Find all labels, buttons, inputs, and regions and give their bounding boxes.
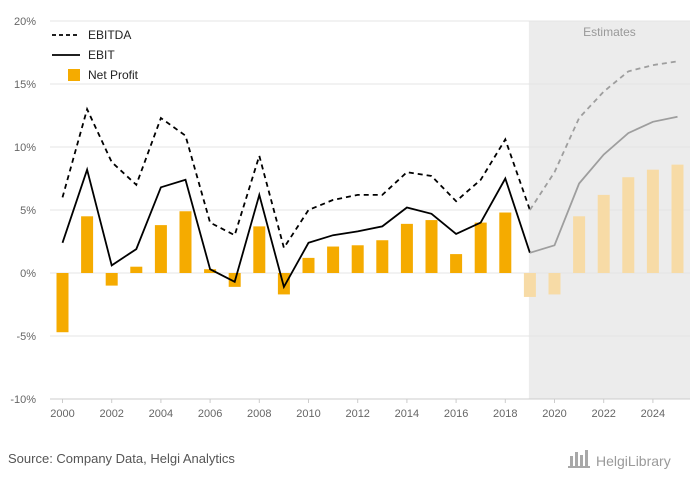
y-tick-label: -5% [16, 331, 36, 343]
y-axis-ticks: 20% 15% 10% 5% 0% -5% -10% [10, 16, 36, 406]
source-note: Source: Company Data, Helgi Analytics [8, 451, 235, 466]
line-ebit [61, 166, 531, 290]
y-tick-label: -10% [10, 394, 36, 406]
x-tick-label: 2020 [542, 408, 566, 420]
x-tick-label: 2006 [198, 408, 222, 420]
legend-item-net-profit: Net Profit [68, 68, 139, 82]
y-tick-label: 15% [14, 79, 36, 91]
bar-net-profit [499, 212, 512, 273]
legend-item-ebit: EBIT [52, 48, 115, 62]
x-tick-label: 2004 [149, 408, 173, 420]
bar-net-profit [302, 257, 315, 273]
net-profit-bars [56, 164, 684, 333]
bar-net-profit [548, 273, 561, 295]
bar-net-profit [130, 266, 143, 273]
series-lines [61, 60, 678, 290]
y-tick-label: 5% [20, 205, 36, 217]
bar-net-profit [253, 226, 266, 273]
bar-net-profit [327, 246, 340, 273]
bar-net-profit [81, 216, 94, 273]
bar-net-profit [622, 177, 635, 273]
bar-net-profit [179, 211, 192, 273]
x-tick-label: 2024 [641, 408, 665, 420]
bar-net-profit [597, 194, 610, 273]
brand-name: HelgiLibrary [596, 453, 671, 469]
bar-net-profit [376, 240, 389, 273]
bar-net-profit [400, 223, 413, 273]
x-tick-label: 2022 [591, 408, 615, 420]
y-tick-label: 0% [20, 268, 36, 280]
line-ebit-estimate [529, 115, 678, 254]
x-tick-label: 2008 [247, 408, 271, 420]
bar-net-profit [425, 220, 438, 273]
x-tick-label: 2012 [345, 408, 369, 420]
bar-net-profit [523, 273, 536, 297]
y-tick-label: 20% [14, 16, 36, 28]
line-ebitda-estimate [529, 60, 678, 211]
x-axis-ticks: 2000 2002 2004 2006 2008 2010 2012 2014 2016 2018… [50, 399, 665, 420]
legend-net-profit-label: Net Profit [88, 68, 139, 82]
legend-ebit-label: EBIT [88, 48, 115, 62]
brand-icon [568, 450, 590, 468]
bar-net-profit [154, 225, 167, 273]
bar-net-profit [56, 273, 69, 333]
y-tick-label: 10% [14, 142, 36, 154]
bar-net-profit [105, 273, 118, 286]
bar-net-profit [671, 164, 684, 273]
bar-net-profit [573, 216, 586, 273]
brand-logo: HelgiLibrary [568, 450, 671, 469]
x-tick-label: 2000 [50, 408, 74, 420]
legend-ebitda-label: EBITDA [88, 28, 131, 42]
x-tick-label: 2002 [99, 408, 123, 420]
x-tick-label: 2010 [296, 408, 320, 420]
estimates-label: Estimates [583, 25, 636, 39]
bar-net-profit [646, 169, 659, 273]
bar-net-profit [474, 222, 487, 273]
legend-net-profit-swatch [68, 69, 80, 81]
x-tick-label: 2018 [493, 408, 517, 420]
legend-item-ebitda: EBITDA [52, 28, 131, 42]
bar-net-profit [450, 254, 463, 273]
bar-net-profit [204, 269, 217, 273]
x-tick-label: 2016 [444, 408, 468, 420]
legend: EBITDA EBIT Net Profit [52, 28, 139, 82]
x-tick-label: 2014 [395, 408, 419, 420]
line-ebitda [61, 106, 531, 250]
bar-net-profit [351, 245, 364, 273]
